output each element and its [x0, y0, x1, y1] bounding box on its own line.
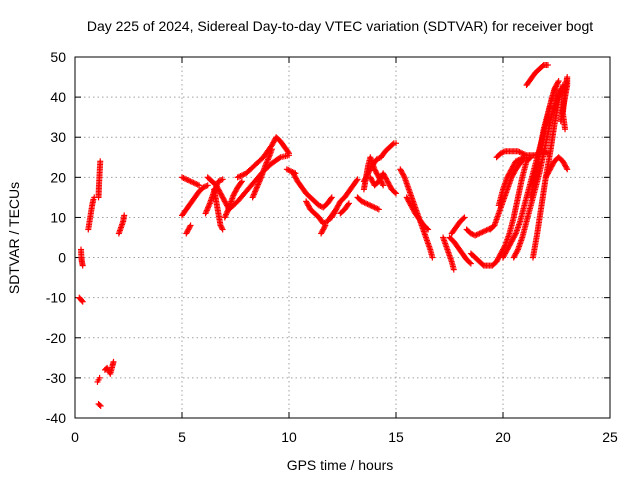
data-point — [393, 190, 399, 197]
data-point — [328, 194, 335, 201]
data-point — [429, 254, 436, 261]
y-tick-label: 20 — [50, 169, 66, 185]
y-tick-label: 50 — [50, 49, 66, 65]
data-point — [268, 146, 275, 153]
data-point — [544, 62, 551, 69]
x-tick-label: 20 — [495, 429, 511, 445]
data-point — [322, 222, 329, 229]
y-tick-label: -10 — [46, 290, 66, 306]
data-point — [79, 298, 86, 305]
data-point — [276, 155, 283, 162]
data-point — [321, 223, 328, 230]
data-point — [375, 206, 382, 213]
data-point — [354, 176, 361, 183]
data-point — [512, 231, 519, 238]
data-point — [96, 401, 103, 408]
data-point — [562, 126, 569, 133]
data-point — [400, 172, 407, 179]
data-point — [327, 195, 334, 202]
data-point — [97, 402, 104, 409]
y-axis-label: SDTVAR / TECUs — [6, 182, 22, 294]
data-point — [218, 225, 225, 232]
y-tick-label: -20 — [46, 330, 66, 346]
data-point — [219, 226, 226, 233]
data-point — [96, 374, 103, 381]
data-point — [514, 247, 521, 254]
y-tick-label: -40 — [46, 410, 66, 426]
data-point — [285, 149, 292, 156]
chart-title: Day 225 of 2024, Sidereal Day-to-day VTE… — [87, 18, 593, 34]
data-point — [563, 164, 570, 171]
data-point — [110, 358, 117, 365]
data-point — [286, 150, 292, 157]
data-point — [466, 259, 473, 266]
data-point — [218, 177, 225, 184]
data-point — [391, 189, 398, 196]
x-tick-label: 0 — [71, 429, 79, 445]
data-point — [196, 182, 203, 189]
data-point — [450, 266, 457, 273]
data-point — [467, 260, 474, 267]
y-tick-label: 30 — [50, 129, 66, 145]
data-point — [219, 176, 226, 183]
plot-frame — [74, 56, 611, 419]
x-tick-label: 10 — [281, 429, 297, 445]
data-point — [79, 262, 86, 269]
data-point — [553, 82, 560, 89]
x-tick-label: 25 — [602, 429, 618, 445]
data-point — [353, 177, 360, 184]
y-tick-label: 0 — [58, 250, 66, 266]
data-point — [460, 215, 467, 222]
x-tick-label: 15 — [388, 429, 404, 445]
y-tick-label: 10 — [50, 209, 66, 225]
data-point — [345, 201, 352, 208]
x-tick-label: 5 — [178, 429, 186, 445]
data-point — [238, 178, 245, 185]
data-points — [76, 62, 571, 409]
data-point — [424, 225, 431, 232]
data-point — [345, 200, 352, 207]
data-point — [78, 297, 85, 304]
data-point — [187, 222, 194, 229]
x-axis-label: GPS time / hours — [287, 457, 394, 473]
data-point — [97, 158, 104, 165]
data-point — [389, 141, 396, 148]
data-point — [461, 214, 468, 221]
data-point — [393, 140, 399, 147]
data-point — [121, 212, 128, 219]
data-point — [238, 179, 245, 186]
grid — [75, 57, 610, 418]
data-point — [425, 226, 432, 233]
axis-ticks: 0 5 10 15 20 25 -40 -30 -20 -10 0 10 20 30 40 50 — [46, 49, 618, 445]
data-point — [555, 78, 562, 85]
y-tick-label: 40 — [50, 89, 66, 105]
data-point — [380, 182, 387, 189]
data-point — [379, 181, 386, 188]
data-point — [564, 166, 571, 173]
data-point — [186, 223, 193, 230]
data-point — [204, 182, 211, 189]
y-tick-label: -30 — [46, 370, 66, 386]
